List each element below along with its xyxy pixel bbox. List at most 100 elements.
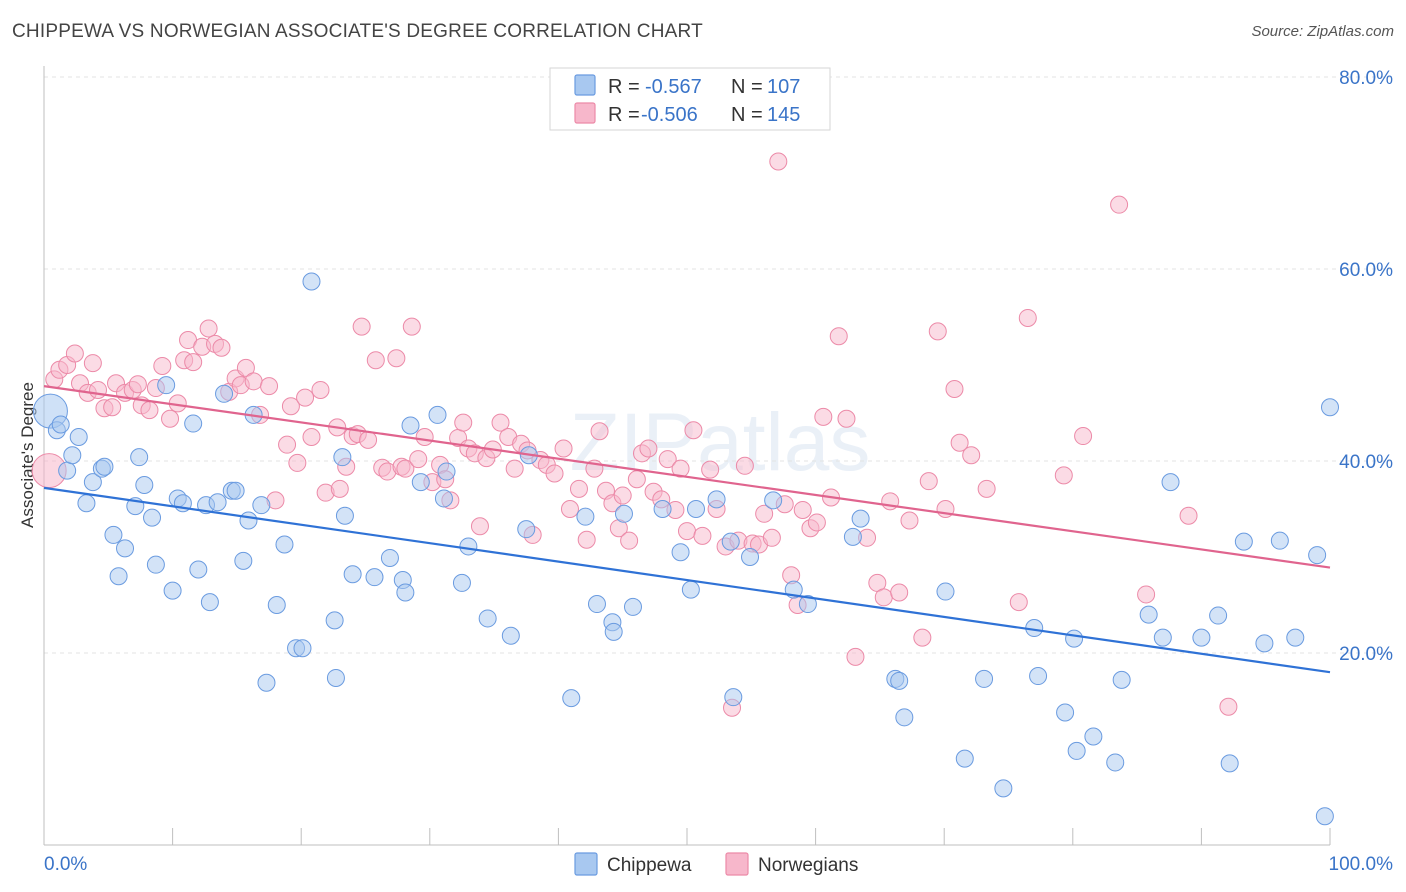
norwegian-point <box>1074 427 1093 446</box>
chippewa-point <box>1321 398 1339 417</box>
norwegian-point <box>1054 466 1073 485</box>
norwegian-point <box>491 413 510 432</box>
chippewa-point <box>411 473 430 492</box>
norwegian-point <box>928 322 947 341</box>
chippewa-point <box>764 491 783 510</box>
norwegian-point <box>470 517 489 536</box>
norwegian-point <box>260 377 279 396</box>
chippewa-point <box>135 476 154 494</box>
norwegian-point <box>161 409 180 428</box>
norwegian-point <box>302 428 321 446</box>
norwegian-point <box>678 522 696 541</box>
chippewa-point <box>1067 741 1086 760</box>
chippewa-point <box>252 496 271 515</box>
norwegian-point <box>1219 697 1238 716</box>
norwegian-point <box>545 464 564 483</box>
legend-n-label: N = <box>731 104 763 126</box>
series-chippewa <box>32 272 1339 826</box>
chippewa-point <box>343 565 362 584</box>
y-tick-label: 20.0% <box>1339 644 1393 665</box>
chippewa-point <box>333 448 352 467</box>
norwegian-point <box>236 358 255 377</box>
chippewa-point <box>798 595 817 614</box>
legend-r-value: -0.506 <box>641 104 698 126</box>
chippewa-point <box>724 688 743 707</box>
chippewa-point <box>1029 667 1048 686</box>
norwegian-point <box>278 435 297 454</box>
norwegian-point <box>359 430 378 449</box>
chippewa-point <box>257 673 276 692</box>
x-tick-label-min: 0.0% <box>44 854 87 875</box>
norwegian-point <box>1137 585 1156 604</box>
norwegian-point <box>620 531 639 550</box>
legend-swatch-chippewa <box>574 74 596 96</box>
norwegian-point <box>977 479 996 498</box>
chippewa-point <box>687 500 706 518</box>
legend-n-value: 107 <box>767 76 800 98</box>
norwegian-point <box>83 354 102 373</box>
norwegian-point <box>639 439 658 458</box>
chippewa-point <box>707 490 726 509</box>
chippewa-point <box>671 543 690 562</box>
norwegian-point <box>913 628 932 647</box>
norwegian-point <box>89 380 108 399</box>
chippewa-point <box>163 581 182 600</box>
norwegian-point <box>1018 308 1037 327</box>
norwegian-point <box>366 351 385 370</box>
chippewa-point <box>208 493 227 512</box>
norwegian-point <box>199 319 218 338</box>
chippewa-point <box>623 597 642 616</box>
chippewa-point <box>452 573 471 592</box>
norwegian-point <box>415 428 434 446</box>
norwegian-point <box>409 450 428 469</box>
legend-n-label: N = <box>731 76 763 98</box>
chippewa-point <box>130 448 149 467</box>
chippewa-point <box>401 416 420 435</box>
legend-swatch-norwegians <box>574 102 596 124</box>
chippewa-point <box>146 555 165 574</box>
chippewa-point <box>267 596 286 614</box>
chippewa-point <box>200 593 219 612</box>
norwegian-point <box>1009 593 1028 612</box>
norwegian-point <box>1179 506 1198 525</box>
legend-r-label: R = <box>608 76 640 98</box>
norwegian-point <box>807 513 826 532</box>
chippewa-point <box>1106 753 1125 772</box>
norwegian-point <box>962 446 981 465</box>
norwegian-point <box>212 338 231 357</box>
norwegian-point <box>919 472 938 491</box>
chippewa-point <box>975 669 994 688</box>
norwegian-point <box>140 401 159 420</box>
chippewa-point <box>95 457 114 476</box>
chippewa-point <box>1270 531 1289 550</box>
chippewa-point <box>1286 628 1305 647</box>
chippewa-point <box>434 489 453 508</box>
chippewa-point <box>1308 546 1327 565</box>
x-axis-ticks <box>43 828 1331 845</box>
norwegian-point <box>560 500 579 518</box>
chippewa-point <box>994 779 1013 798</box>
chippewa-point <box>1065 629 1084 648</box>
chart-title: CHIPPEWA VS NORWEGIAN ASSOCIATE'S DEGREE… <box>12 21 703 42</box>
chippewa-point <box>459 537 478 556</box>
chippewa-point <box>1234 532 1253 551</box>
chippewa-point <box>380 548 399 567</box>
norwegian-point <box>387 349 406 368</box>
y-tick-label: 60.0% <box>1339 260 1393 281</box>
norwegian-point <box>296 388 315 407</box>
chippewa-point <box>936 582 955 601</box>
norwegian-point <box>829 327 848 346</box>
chippewa-point <box>226 481 245 500</box>
chippewa-point <box>302 272 321 291</box>
source-credit: Source: ZipAtlas.com <box>1251 23 1394 40</box>
chippewa-point <box>576 507 595 526</box>
chippewa-point <box>293 639 312 658</box>
norwegian-point <box>330 479 349 498</box>
chippewa-point <box>653 500 672 518</box>
chippewa-point <box>681 580 700 599</box>
chippewa-point <box>1153 628 1172 647</box>
chippewa-point <box>234 551 253 570</box>
legend-r-label: R = <box>608 104 640 126</box>
y-tick-label: 80.0% <box>1339 68 1393 89</box>
trendlines <box>43 385 1331 674</box>
